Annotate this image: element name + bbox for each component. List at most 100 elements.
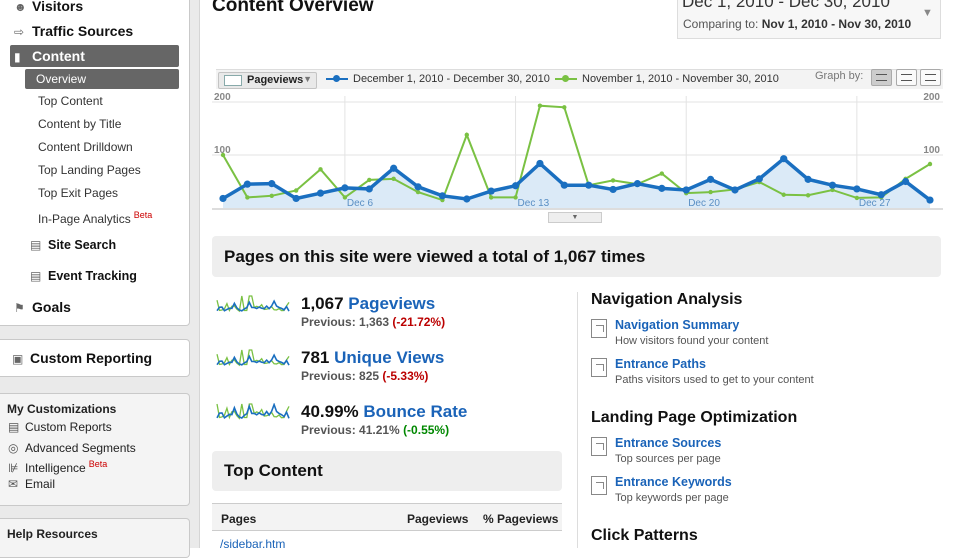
navigation-summary-link[interactable]: Navigation Summary bbox=[615, 318, 740, 332]
data-point-current bbox=[853, 185, 861, 193]
chart-toolbar: Pageviews ▼ December 1, 2010 - December … bbox=[216, 69, 943, 89]
data-point-current bbox=[902, 177, 910, 186]
data-point-current bbox=[292, 194, 300, 203]
series-area-current bbox=[223, 158, 930, 208]
data-point-current bbox=[487, 187, 495, 195]
data-point-current bbox=[511, 182, 520, 190]
sidebar-item-visitors[interactable]: ☻ Visitors bbox=[14, 0, 84, 14]
graph-by-month-button[interactable] bbox=[920, 69, 941, 86]
data-point-previous bbox=[659, 171, 665, 176]
data-point-current bbox=[828, 181, 837, 189]
data-point-current bbox=[268, 180, 276, 188]
data-point-previous bbox=[610, 178, 616, 183]
help-resources-title[interactable]: Help Resources bbox=[7, 527, 98, 541]
beta-badge: Beta bbox=[88, 459, 108, 469]
date-range-picker[interactable]: Dec 1, 2010 - Dec 30, 2010 Comparing to:… bbox=[677, 0, 941, 39]
series-line-current bbox=[222, 156, 932, 202]
data-point-current bbox=[706, 175, 715, 183]
advanced-segments-link[interactable]: ◎ Advanced Segments bbox=[8, 441, 136, 455]
legend-swatch-previous bbox=[555, 75, 577, 83]
sidebar-item-in-page-analytics[interactable]: In-Page Analytics Beta bbox=[38, 210, 153, 226]
collapse-chart-handle[interactable]: ▼ bbox=[548, 212, 602, 223]
report-doc-icon bbox=[591, 319, 607, 338]
legend-previous: November 1, 2010 - November 30, 2010 bbox=[555, 73, 779, 85]
entrance-paths-item: Entrance Paths Paths visitors used to ge… bbox=[591, 357, 931, 393]
x-tick-label: Dec 27 bbox=[859, 198, 891, 209]
sidebar: ☻ Visitors ⇨ Traffic Sources ▮ Content Over… bbox=[0, 0, 200, 558]
sidebar-item-overview[interactable]: Overview bbox=[25, 69, 179, 89]
navigation-summary-item: Navigation Summary How visitors found yo… bbox=[591, 318, 931, 354]
sidebar-item-content-drilldown[interactable]: Content Drilldown bbox=[38, 140, 133, 154]
column-header[interactable]: % Pageviews bbox=[483, 512, 559, 526]
intelligence-link[interactable]: ⊯ Intelligence Beta bbox=[8, 459, 108, 475]
report-doc-icon bbox=[591, 476, 607, 495]
y-tick-label: 200 bbox=[923, 92, 940, 103]
data-point-previous bbox=[342, 195, 348, 200]
data-point-current bbox=[731, 186, 739, 194]
column-header[interactable]: Pageviews bbox=[407, 512, 469, 526]
data-point-current bbox=[316, 189, 325, 197]
data-point-previous bbox=[562, 105, 567, 110]
column-header[interactable]: Pages bbox=[221, 512, 257, 526]
sidebar-item-top-content[interactable]: Top Content bbox=[38, 94, 103, 108]
data-point-current bbox=[633, 180, 642, 188]
data-point-previous bbox=[367, 177, 372, 183]
data-point-current bbox=[365, 185, 373, 193]
report-doc-icon bbox=[591, 437, 607, 456]
sparkline bbox=[216, 295, 290, 313]
top-content-table-header: Pages Pageviews % Pageviews bbox=[212, 503, 562, 531]
sidebar-item-content-by-title[interactable]: Content by Title bbox=[38, 117, 122, 131]
email-link[interactable]: ✉ Email bbox=[8, 477, 56, 491]
entrance-keywords-item: Entrance Keywords Top keywords per page bbox=[591, 475, 931, 511]
my-customizations-panel bbox=[0, 393, 190, 506]
data-point-previous bbox=[245, 195, 250, 200]
chevron-down-icon: ▼ bbox=[303, 74, 312, 84]
data-point-current bbox=[585, 181, 593, 189]
entrance-sources-link[interactable]: Entrance Sources bbox=[615, 436, 722, 450]
data-point-previous bbox=[537, 103, 543, 108]
metric-selector[interactable]: Pageviews ▼ bbox=[218, 72, 317, 89]
data-point-previous bbox=[854, 195, 860, 201]
landing-page-optimization-title: Landing Page Optimization bbox=[591, 409, 798, 426]
chevron-down-icon[interactable]: ▼ bbox=[922, 7, 933, 19]
bounce-rate-link[interactable]: Bounce Rate bbox=[363, 402, 468, 421]
unique-views-link[interactable]: Unique Views bbox=[334, 348, 445, 367]
entrance-sources-item: Entrance Sources Top sources per page bbox=[591, 436, 931, 472]
data-point-current bbox=[780, 155, 788, 163]
data-point-previous bbox=[464, 132, 469, 138]
person-icon: ☻ bbox=[14, 0, 27, 14]
sparkline-series bbox=[216, 403, 290, 420]
data-point-previous bbox=[488, 195, 494, 200]
graph-by-week-button[interactable] bbox=[896, 69, 917, 86]
data-point-current bbox=[536, 159, 544, 168]
sidebar-item-event-tracking[interactable]: ▤ Event Tracking bbox=[30, 269, 137, 283]
data-point-current bbox=[414, 183, 422, 191]
report-doc-icon bbox=[591, 358, 607, 377]
sparkline bbox=[216, 349, 290, 367]
top-content-title: Top Content bbox=[212, 451, 562, 491]
search-page-icon: ▤ bbox=[30, 238, 42, 252]
entrance-paths-link[interactable]: Entrance Paths bbox=[615, 357, 707, 371]
pageviews-link[interactable]: Pageviews bbox=[348, 294, 436, 313]
custom-reporting-link[interactable]: ▣ Custom Reporting bbox=[12, 350, 153, 366]
custom-reports-link[interactable]: ▤ Custom Reports bbox=[8, 420, 112, 434]
sparkline-series bbox=[216, 353, 290, 366]
document-icon: ▤ bbox=[8, 420, 20, 434]
sidebar-item-top-landing-pages[interactable]: Top Landing Pages bbox=[38, 163, 141, 177]
sidebar-item-traffic-sources[interactable]: ⇨ Traffic Sources bbox=[14, 23, 134, 39]
pulse-icon: ⊯ bbox=[8, 461, 19, 475]
data-point-previous bbox=[708, 189, 713, 195]
entrance-keywords-link[interactable]: Entrance Keywords bbox=[615, 475, 732, 489]
sidebar-item-site-search[interactable]: ▤ Site Search bbox=[30, 238, 117, 252]
data-point-previous bbox=[391, 176, 396, 182]
sidebar-item-content[interactable]: ▮ Content bbox=[10, 45, 179, 67]
data-point-current bbox=[755, 175, 763, 183]
page-title: Content Overview bbox=[212, 0, 374, 16]
traffic-icon: ⇨ bbox=[14, 25, 25, 39]
flag-icon: ⚑ bbox=[14, 301, 25, 315]
line-chart-icon bbox=[224, 75, 242, 86]
sidebar-item-top-exit-pages[interactable]: Top Exit Pages bbox=[38, 186, 119, 200]
graph-by-day-button[interactable] bbox=[871, 69, 892, 86]
table-row-page-link[interactable]: /sidebar.htm bbox=[220, 537, 286, 551]
sidebar-item-goals[interactable]: ⚑ Goals bbox=[14, 299, 71, 315]
